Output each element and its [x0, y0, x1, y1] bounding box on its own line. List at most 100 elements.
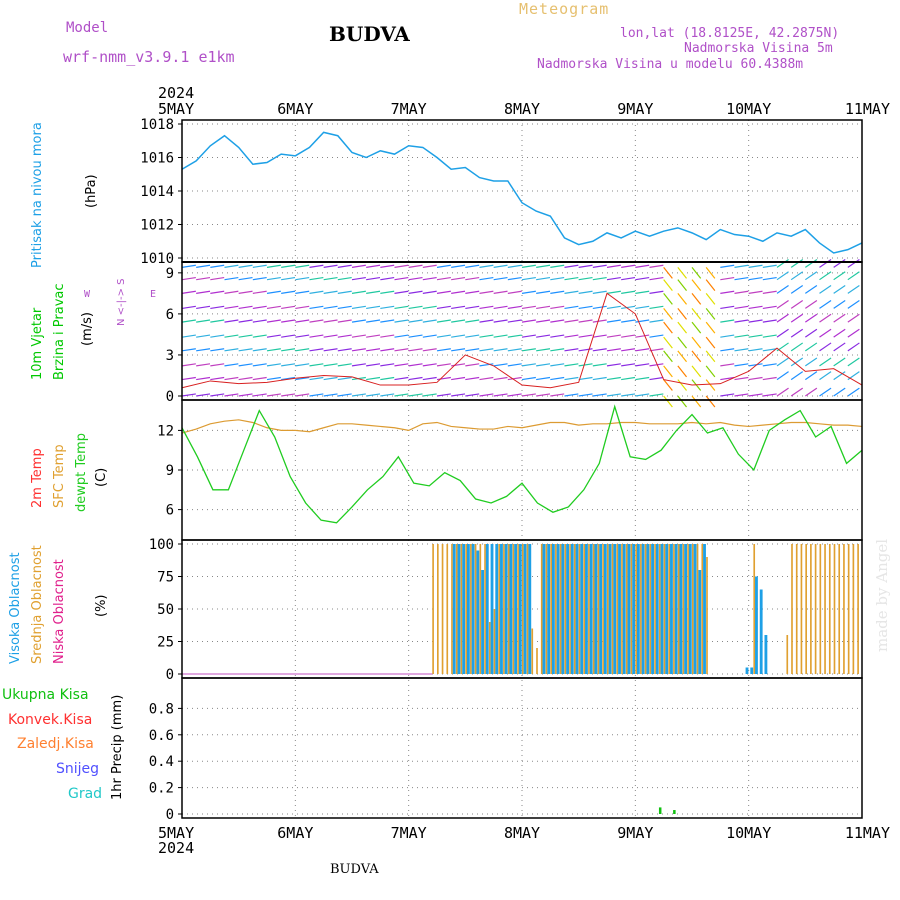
wind-arrow [422, 276, 437, 281]
cloud-mid-bar [805, 544, 807, 674]
wind-arrow [366, 276, 381, 281]
cloud-mid-bar [857, 544, 859, 674]
cloud-mid-bar [522, 544, 524, 674]
wind-arrow [606, 363, 621, 367]
cloud-mid-bar [578, 544, 581, 674]
wind-arrow [266, 334, 281, 338]
cloud-high-bar [542, 544, 546, 674]
wind-arrow [536, 363, 551, 367]
cloud-mid-bar [833, 544, 836, 674]
wind-arrow [295, 363, 310, 367]
wind-arrow [663, 279, 673, 292]
cloud-high-bar [684, 544, 688, 674]
cloud-high-bar [589, 544, 593, 674]
wind-arrow [323, 290, 338, 294]
wind-arrow [635, 363, 650, 367]
wind-arrow [351, 276, 366, 281]
wind-arrow [762, 348, 777, 352]
y-tick-label: 6 [166, 307, 174, 323]
wind-arrow [521, 348, 536, 352]
cloud-mid-bar [800, 544, 803, 674]
y-tick-label: 75 [157, 570, 174, 586]
cloud-high-bar [632, 544, 636, 674]
cloud-high-bar [759, 589, 763, 674]
wind-arrow [734, 276, 749, 281]
wind-arrow [507, 348, 522, 352]
wind-arrow [465, 376, 480, 381]
wind-arrow [493, 319, 508, 323]
cloud-mid-bar [573, 544, 576, 674]
wind-arrow [323, 276, 338, 281]
cloud-mid-bar [465, 544, 467, 674]
wind-arrow [380, 348, 395, 352]
wind-arrow [804, 313, 818, 323]
y-tick-label: 1010 [140, 251, 174, 267]
cloud-mid-bar [531, 628, 534, 674]
cloud-high-bar [674, 544, 678, 674]
wind-arrow [550, 376, 565, 381]
wind-arrow [621, 276, 636, 281]
wind-arrow [238, 290, 253, 294]
wind-arrow [224, 393, 239, 397]
wind-arrow [606, 319, 621, 323]
wind-arrow [422, 264, 437, 268]
cloud-mid-bar [625, 544, 628, 674]
wind-arrow [691, 308, 702, 320]
cloud-mid-bar [503, 544, 505, 674]
wind-arrow [720, 264, 735, 268]
cloud-mid-bar [607, 544, 609, 674]
wind-arrow [451, 348, 466, 352]
wind-arrow [309, 376, 324, 381]
wind-arrow [720, 276, 735, 281]
wind-arrow [252, 348, 267, 352]
wind-arrow [181, 290, 196, 294]
wind-arrow [621, 305, 636, 310]
wind-arrow [436, 363, 451, 367]
y-tick-label: 100 [149, 537, 174, 553]
wind-arrow [804, 387, 818, 397]
y-tick-label: 1014 [140, 184, 174, 200]
x-tick-label-bottom: 6MAY [277, 824, 313, 842]
wind-arrow [578, 264, 593, 268]
wind-arrow [776, 313, 789, 323]
wind-arrow [323, 319, 338, 323]
wind-arrow [564, 393, 579, 397]
cloud-high-bar [594, 544, 598, 674]
wind-arrow [422, 376, 437, 381]
wind-arrow [394, 319, 409, 323]
wind-arrow [366, 305, 381, 310]
x-tick-label-bottom: 10MAY [726, 824, 771, 842]
cloud-mid-bar [847, 544, 850, 674]
wind-arrow [479, 276, 494, 281]
wind-arrow [351, 319, 366, 323]
pressure-line [181, 131, 863, 254]
wind-arrow [847, 313, 860, 323]
wind-arrow [323, 363, 338, 367]
y-tick-label: 3 [166, 348, 174, 364]
wind-arrow [422, 363, 437, 367]
wind-arrow [762, 363, 777, 367]
wind-arrow [649, 264, 664, 268]
wind-arrow [309, 264, 324, 268]
wind-arrow [493, 348, 508, 352]
cloud-mid-bar [673, 544, 675, 674]
wind-arrow [295, 334, 310, 338]
cloud-mid-bar [512, 544, 515, 674]
wind-arrow [621, 319, 636, 323]
wind-arrow [677, 279, 688, 292]
wind-arrow [734, 334, 749, 338]
wind-arrow [734, 348, 749, 352]
wind-arrow [436, 290, 451, 294]
y-tick-label: 0.4 [149, 754, 174, 770]
cloud-high-bar [599, 544, 603, 674]
wind-arrow [366, 348, 381, 352]
cloud-mid-bar [555, 544, 557, 674]
cloud-mid-bar [526, 544, 529, 674]
wind-arrow [550, 393, 565, 397]
wind-arrow [479, 363, 494, 367]
wind-arrow [776, 357, 789, 367]
wind-arrow [210, 319, 225, 323]
wind-arrow [422, 348, 437, 352]
wind-arrow [266, 264, 281, 268]
wind-arrow [337, 393, 352, 397]
